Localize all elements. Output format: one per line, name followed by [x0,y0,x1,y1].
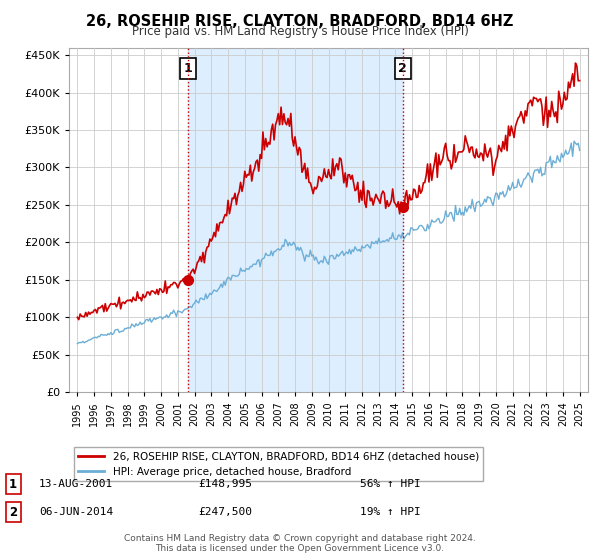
Text: 06-JUN-2014: 06-JUN-2014 [39,507,113,517]
Bar [188,48,403,392]
Text: 2: 2 [9,506,17,519]
Text: 1: 1 [9,478,17,491]
Text: 13-AUG-2001: 13-AUG-2001 [39,479,113,489]
Text: Price paid vs. HM Land Registry's House Price Index (HPI): Price paid vs. HM Land Registry's House … [131,25,469,38]
Text: 26, ROSEHIP RISE, CLAYTON, BRADFORD, BD14 6HZ: 26, ROSEHIP RISE, CLAYTON, BRADFORD, BD1… [86,14,514,29]
Text: £148,995: £148,995 [198,479,252,489]
Text: 1: 1 [184,62,193,75]
Text: Contains HM Land Registry data © Crown copyright and database right 2024.
This d: Contains HM Land Registry data © Crown c… [124,534,476,553]
Text: 19% ↑ HPI: 19% ↑ HPI [360,507,421,517]
Text: 56% ↑ HPI: 56% ↑ HPI [360,479,421,489]
Legend: 26, ROSEHIP RISE, CLAYTON, BRADFORD, BD14 6HZ (detached house), HPI: Average pri: 26, ROSEHIP RISE, CLAYTON, BRADFORD, BD1… [74,447,483,480]
Text: £247,500: £247,500 [198,507,252,517]
Text: 2: 2 [398,62,407,75]
